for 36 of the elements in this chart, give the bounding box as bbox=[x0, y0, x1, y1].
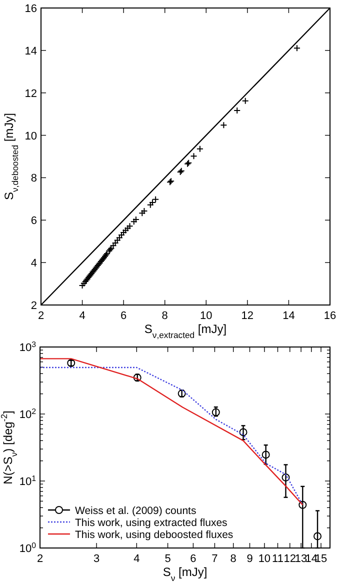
x-tick-label: 8 bbox=[162, 310, 168, 322]
y-tick-label: 2 bbox=[30, 300, 37, 312]
x-tick-label: 8 bbox=[230, 553, 236, 565]
x-axis-title: S$_{ν,extracted}$ [mJy] bbox=[144, 322, 227, 340]
y-tick-label: 10$^{1}$ bbox=[19, 474, 37, 488]
x-tick-label: 11 bbox=[272, 553, 284, 565]
x-tick-label: 12 bbox=[241, 310, 254, 322]
x-tick-label: 3 bbox=[93, 553, 100, 565]
x-tick-label: 12 bbox=[284, 553, 296, 565]
y-tick-label: 16 bbox=[24, 3, 37, 15]
x-tick-label: 10 bbox=[200, 310, 212, 322]
y-tick-label: 4 bbox=[30, 258, 37, 270]
x-tick-label: 4 bbox=[79, 310, 86, 322]
x-tick-label: 16 bbox=[324, 310, 336, 322]
legend-label: This work, using extracted fluxes bbox=[75, 517, 228, 529]
y-tick-label: 10$^{0}$ bbox=[19, 540, 37, 555]
x-tick-label: 6 bbox=[120, 310, 127, 322]
y-tick-label: 10$^{2}$ bbox=[19, 406, 36, 421]
x-tick-label: 14 bbox=[305, 553, 318, 565]
x-tick-label: 14 bbox=[282, 310, 295, 322]
x-tick-label: 6 bbox=[190, 553, 196, 565]
y-tick-label: 10$^{3}$ bbox=[19, 340, 37, 354]
x-tick-label: 9 bbox=[246, 553, 253, 565]
y-tick-label: 8 bbox=[30, 172, 37, 185]
x-tick-label: 13 bbox=[294, 553, 308, 565]
y-tick-label: 10 bbox=[24, 130, 37, 142]
y-tick-label: 6 bbox=[30, 215, 37, 228]
x-tick-label: 7 bbox=[212, 553, 218, 565]
legend-label: This work, using deboosted fluxes bbox=[75, 529, 234, 541]
x-tick-label: 5 bbox=[164, 553, 171, 565]
y-tick-label: 12 bbox=[24, 88, 37, 100]
y-tick-label: 14 bbox=[24, 45, 37, 58]
x-axis-title: S$_{ν}$ [mJy] bbox=[162, 565, 208, 583]
legend-label: Weiss et al. (2009) counts bbox=[75, 505, 196, 517]
x-tick-label: 4 bbox=[134, 553, 140, 565]
x-tick-label: 10 bbox=[258, 553, 271, 565]
